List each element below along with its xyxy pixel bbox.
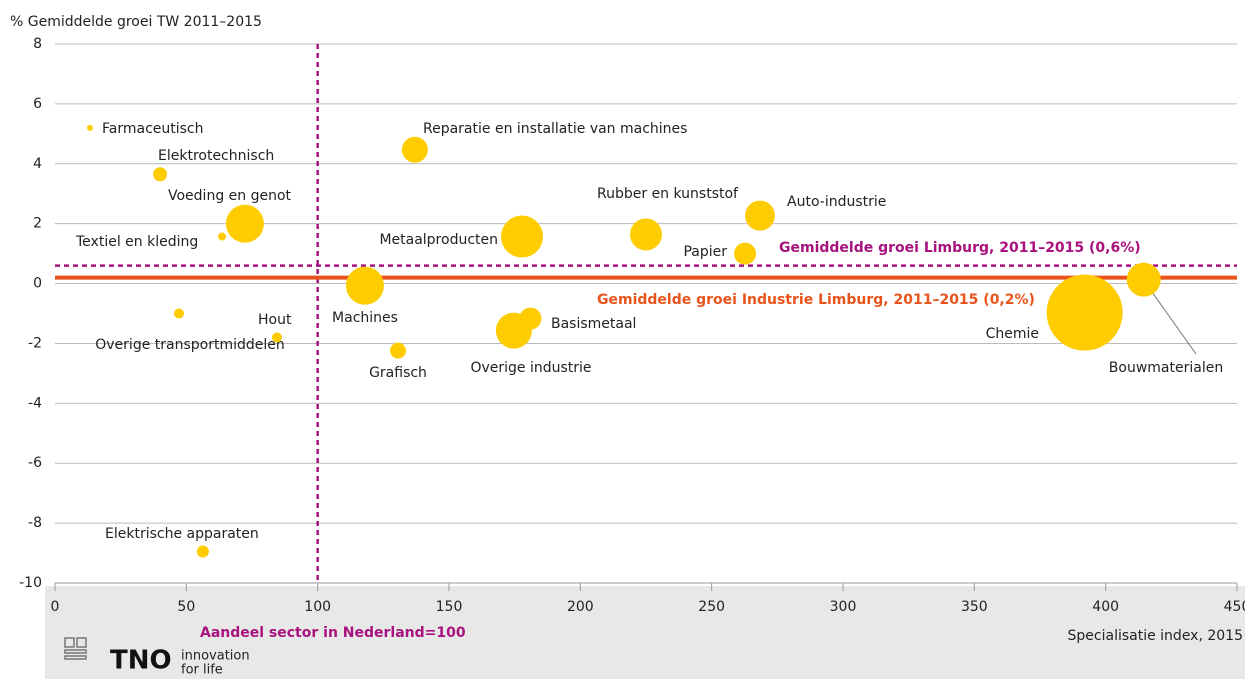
bubble — [173, 308, 184, 319]
bubble — [86, 124, 93, 131]
footer-band — [45, 586, 1245, 679]
bubble — [153, 167, 168, 182]
y-tick-label: 8 — [33, 36, 42, 52]
bubble — [390, 342, 407, 359]
bubble — [271, 332, 282, 343]
logo-name: TNO — [110, 646, 172, 676]
bubble — [1046, 274, 1123, 351]
bubble-label: Chemie — [986, 326, 1039, 342]
bubble-label: Textiel en kleding — [75, 234, 198, 250]
y-tick-label: -10 — [19, 575, 42, 591]
x-axis-label: Specialisatie index, 2015 — [1068, 628, 1243, 644]
y-tick-label: -8 — [28, 515, 42, 531]
bubble-label: Overige transportmiddelen — [95, 337, 285, 353]
y-axis-label: % Gemiddelde groei TW 2011–2015 — [10, 14, 262, 30]
bubble-label: Overige industrie — [470, 360, 591, 376]
bubble-label: Elektrische apparaten — [105, 526, 259, 542]
y-tick-label: -2 — [28, 335, 42, 351]
bubble — [744, 200, 775, 231]
y-tick-label: 6 — [33, 96, 42, 112]
bubble — [196, 545, 209, 558]
bubble — [630, 218, 662, 251]
reference-label: Gemiddelde groei Limburg, 2011–2015 (0,6… — [779, 240, 1141, 256]
bubble-label: Voeding en genot — [168, 188, 292, 204]
bubble-label: Reparatie en installatie van machines — [423, 121, 687, 137]
y-tick-label: 0 — [33, 276, 42, 292]
bubble-label: Papier — [683, 244, 727, 260]
bubble — [519, 307, 542, 330]
x-tick-label: 0 — [51, 599, 60, 615]
bubble-label: Farmaceutisch — [102, 121, 204, 137]
logo-tagline: innovation — [181, 649, 250, 664]
bubble-label: Elektrotechnisch — [158, 148, 274, 164]
bubble-label: Metaalproducten — [379, 232, 498, 248]
x-tick-label: 150 — [436, 599, 463, 615]
bubble — [401, 136, 428, 163]
y-tick-label: 4 — [33, 156, 42, 172]
bubble — [1126, 262, 1161, 297]
bubble-label: Machines — [332, 310, 398, 326]
reference-label: Aandeel sector in Nederland=100 — [200, 625, 466, 641]
logo-tagline: for life — [181, 663, 223, 678]
x-tick-label: 400 — [1092, 599, 1119, 615]
y-tick-label: 2 — [33, 216, 42, 232]
bubble-label: Rubber en kunststof — [597, 186, 739, 202]
bubble-label: Auto-industrie — [787, 194, 886, 210]
x-tick-label: 350 — [961, 599, 988, 615]
bubble-label: Bouwmaterialen — [1109, 360, 1223, 376]
x-tick-label: 50 — [177, 599, 195, 615]
x-tick-label: 250 — [698, 599, 725, 615]
bubble — [345, 266, 384, 305]
x-tick-label: 450 — [1224, 599, 1245, 615]
bubble-label: Basismetaal — [551, 316, 636, 332]
bubble — [734, 242, 757, 265]
x-tick-label: 300 — [830, 599, 857, 615]
leader-line — [1151, 291, 1197, 355]
reference-label: Gemiddelde groei Industrie Limburg, 2011… — [597, 292, 1035, 308]
bubble-label: Hout — [258, 312, 292, 328]
y-tick-label: -4 — [28, 395, 42, 411]
bubble — [501, 215, 544, 258]
bubble-label: Grafisch — [369, 365, 427, 381]
x-tick-label: 200 — [567, 599, 594, 615]
bubble — [218, 232, 227, 241]
x-tick-label: 100 — [304, 599, 331, 615]
bubble — [225, 204, 264, 243]
y-tick-label: -6 — [28, 455, 42, 471]
cbs-logo — [64, 637, 87, 660]
